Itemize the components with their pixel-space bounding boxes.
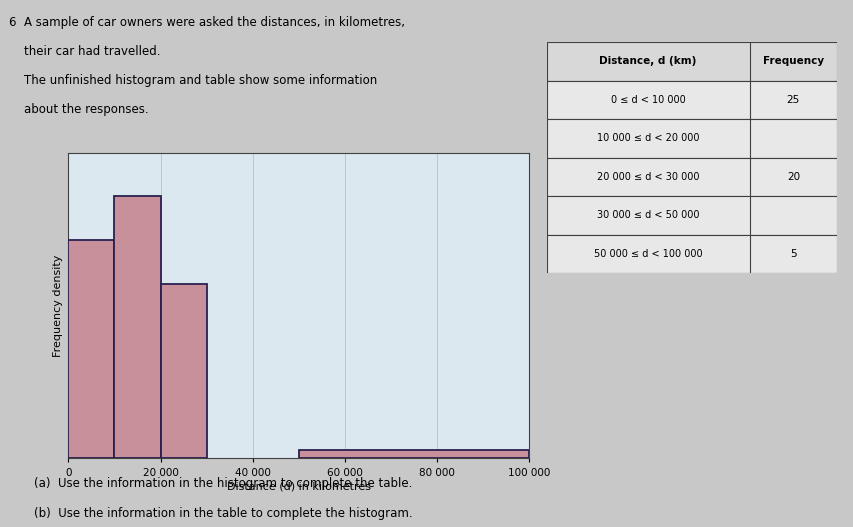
Bar [114,197,160,458]
Text: 6  A sample of car owners were asked the distances, in kilometres,: 6 A sample of car owners were asked the … [9,16,404,29]
Text: 20: 20 [786,172,799,182]
Text: 5: 5 [789,249,796,259]
Bar [546,119,836,158]
Text: The unfinished histogram and table show some information: The unfinished histogram and table show … [9,74,376,87]
Bar [546,196,836,235]
Text: (a)  Use the information in the histogram to complete the table.: (a) Use the information in the histogram… [34,477,412,490]
Bar [299,450,529,458]
Text: 25: 25 [786,95,799,105]
Text: (b)  Use the information in the table to complete the histogram.: (b) Use the information in the table to … [34,507,412,520]
Text: Distance, d (km): Distance, d (km) [599,56,696,66]
Bar [546,158,836,196]
Bar [546,81,836,119]
Text: 0 ≤ d < 10 000: 0 ≤ d < 10 000 [610,95,685,105]
Text: 10 000 ≤ d < 20 000: 10 000 ≤ d < 20 000 [596,133,699,143]
Text: Frequency: Frequency [762,56,823,66]
Bar [68,240,114,458]
Bar [546,42,836,81]
Y-axis label: Frequency density: Frequency density [53,255,62,357]
Text: about the responses.: about the responses. [9,103,148,116]
Bar [546,235,836,273]
Text: 20 000 ≤ d < 30 000: 20 000 ≤ d < 30 000 [596,172,699,182]
X-axis label: Distance (d) in kilometres: Distance (d) in kilometres [227,482,370,492]
Text: 30 000 ≤ d < 50 000: 30 000 ≤ d < 50 000 [596,210,699,220]
Text: 50 000 ≤ d < 100 000: 50 000 ≤ d < 100 000 [593,249,702,259]
Text: their car had travelled.: their car had travelled. [9,45,160,58]
Bar [160,284,206,458]
